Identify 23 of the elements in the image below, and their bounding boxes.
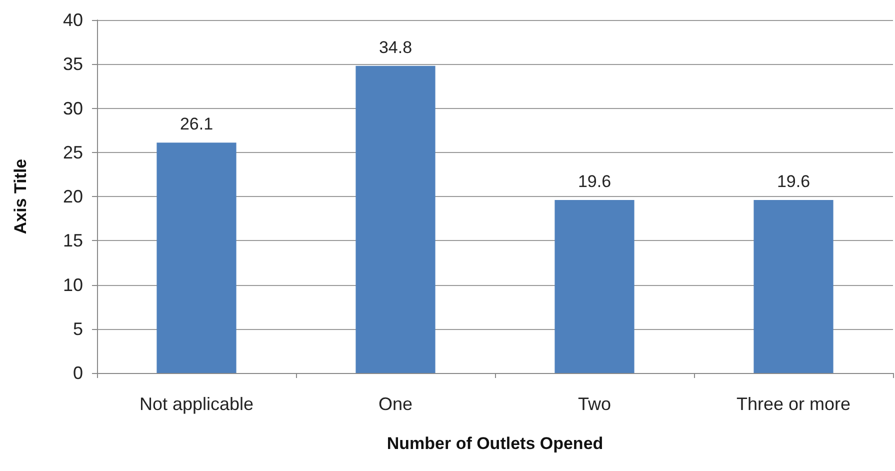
y-tick-label: 15 <box>62 230 83 251</box>
y-tick-label: 25 <box>62 142 83 162</box>
y-axis-title: Axis Title <box>11 158 30 234</box>
bar <box>156 142 236 373</box>
y-tick-label: 35 <box>62 54 83 74</box>
data-label: 34.8 <box>378 38 412 57</box>
y-tick-label: 40 <box>62 10 83 30</box>
bar <box>754 200 834 373</box>
y-tick-label: 20 <box>62 186 83 206</box>
bar <box>356 66 436 373</box>
data-label: 19.6 <box>578 172 612 192</box>
y-tick-label: 0 <box>72 363 83 383</box>
x-tick-label: Two <box>578 394 612 414</box>
x-axis-title: Number of Outlets Opened <box>386 434 604 453</box>
x-tick-label: Not applicable <box>139 394 254 414</box>
y-tick-label: 10 <box>62 274 83 295</box>
data-label: 26.1 <box>180 114 214 134</box>
bar <box>554 200 634 373</box>
y-tick-label: 5 <box>72 318 83 339</box>
data-label: 19.6 <box>776 172 810 192</box>
y-tick-label: 30 <box>62 98 83 118</box>
x-tick-label: Three or more <box>736 394 851 414</box>
x-tick-label: One <box>378 394 413 414</box>
